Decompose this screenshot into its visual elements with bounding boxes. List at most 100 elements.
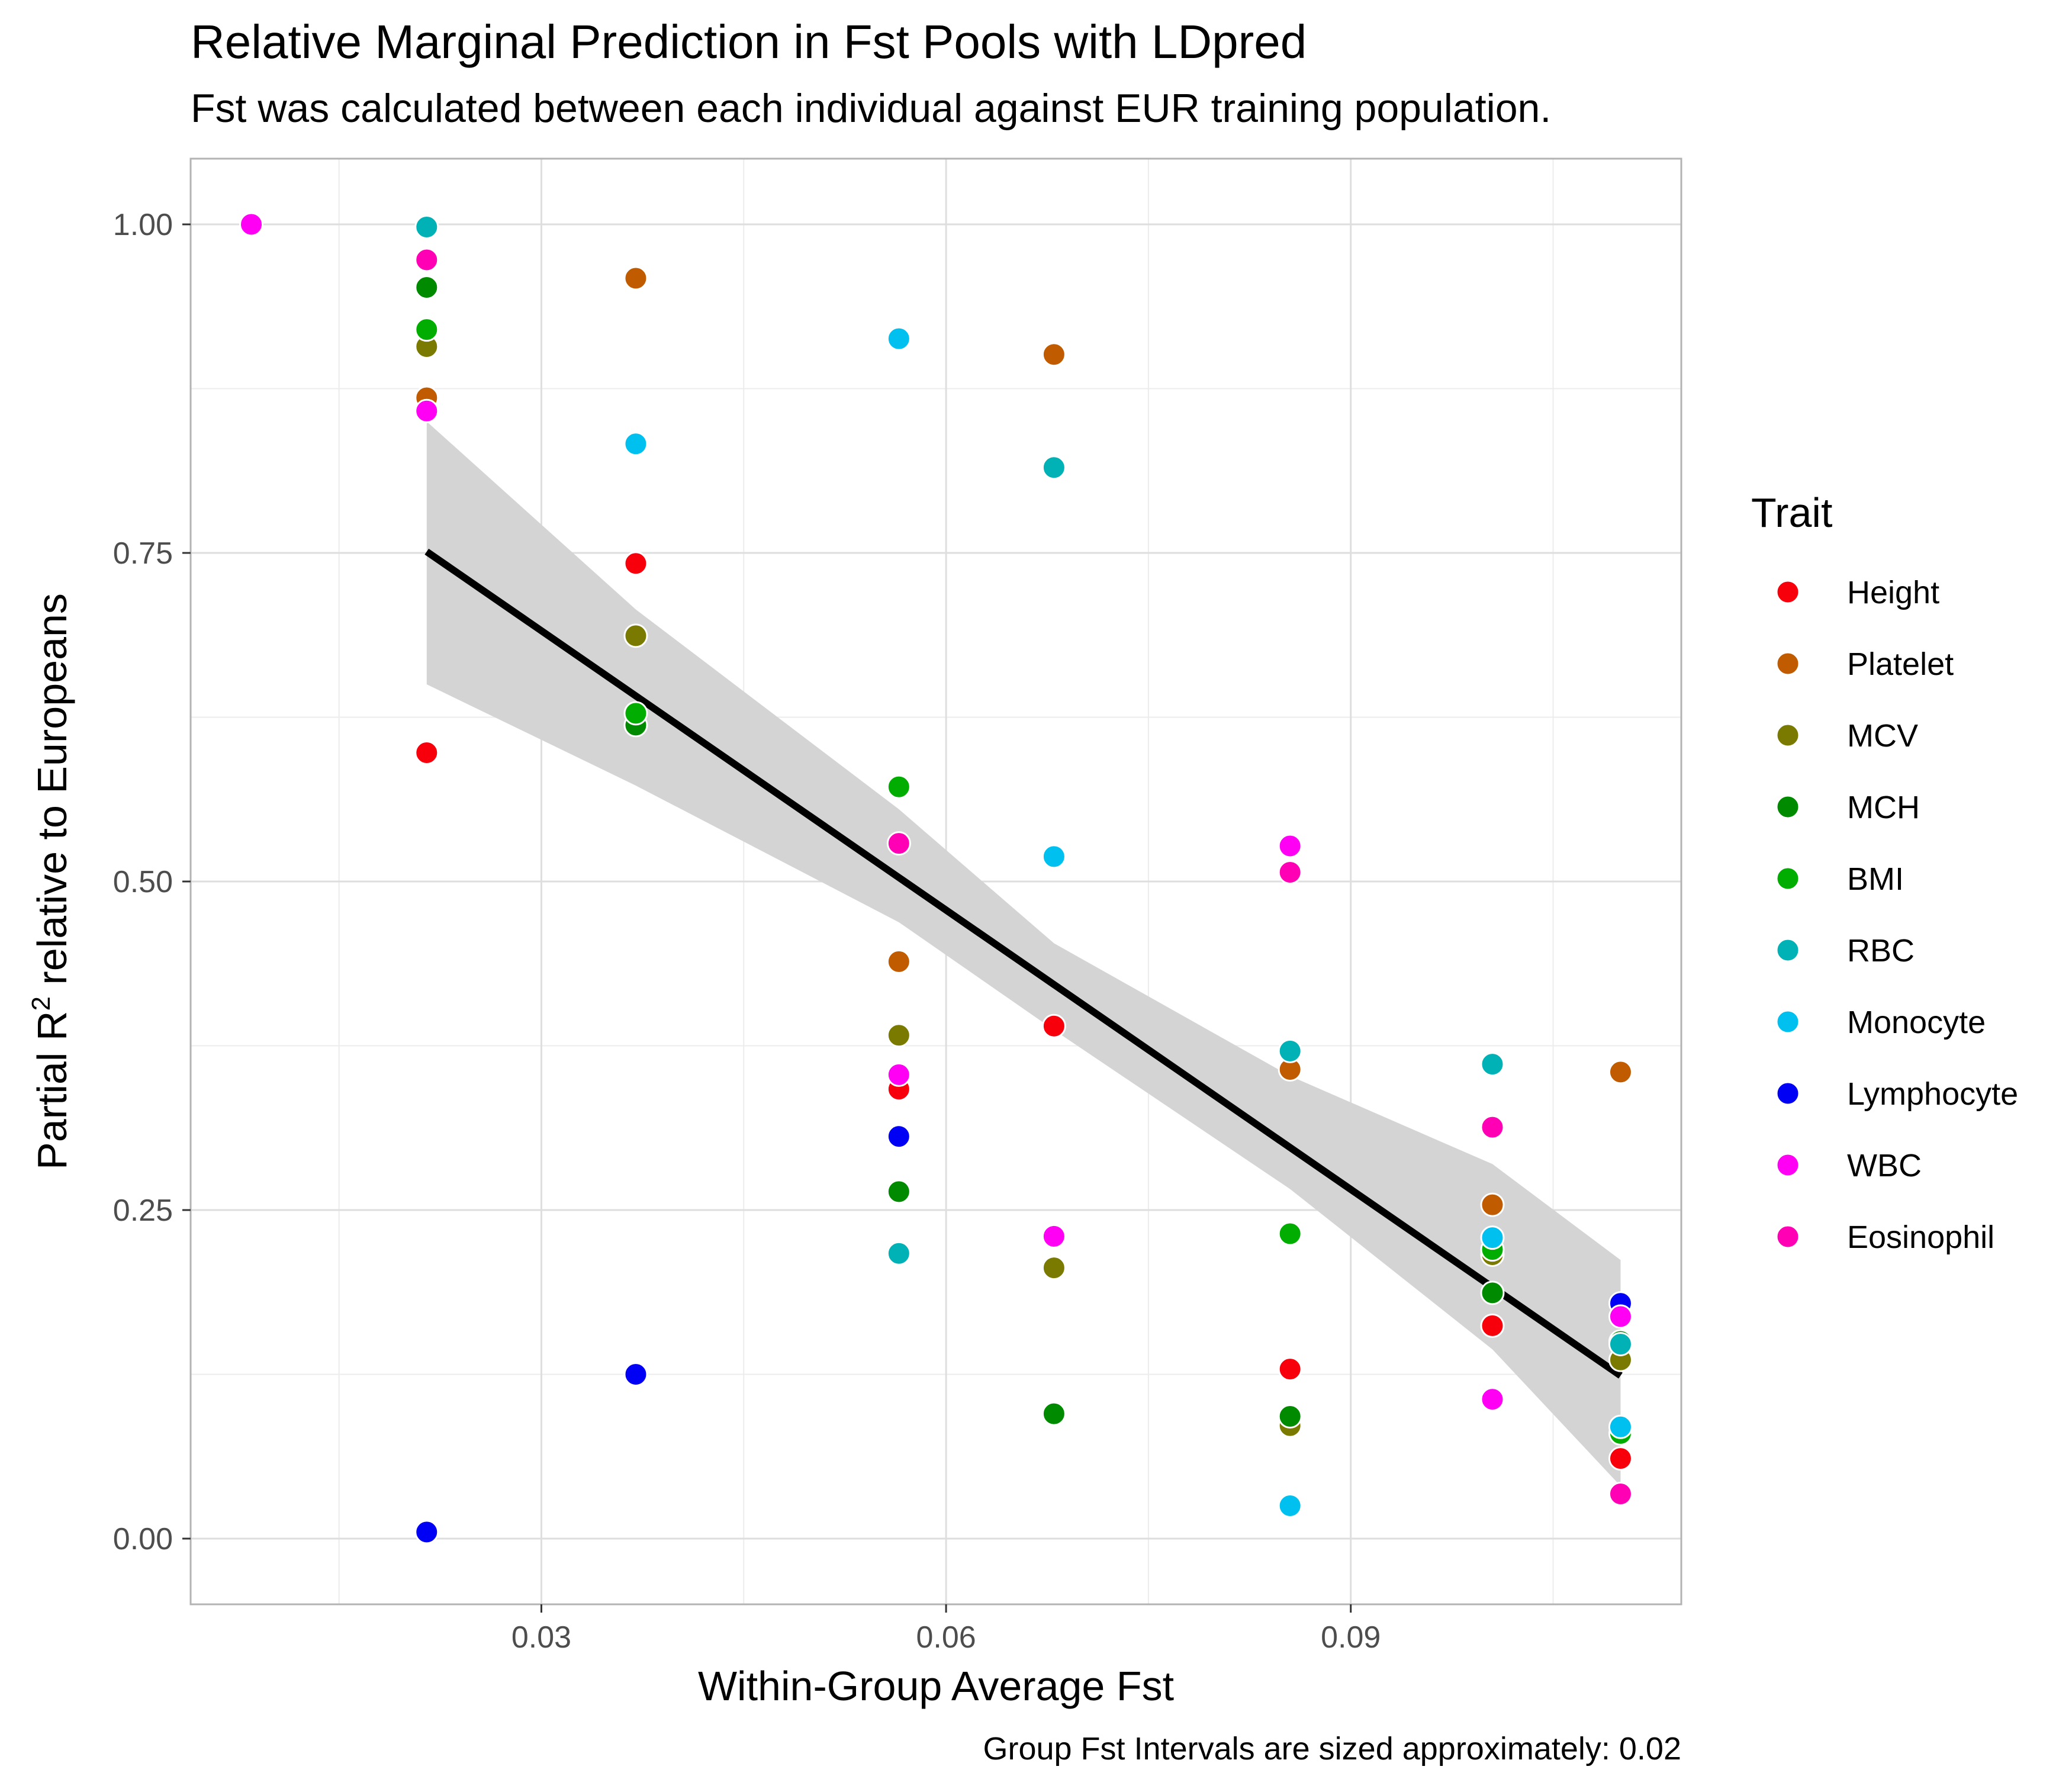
y-tick-label: 0.75 <box>113 536 173 571</box>
legend-item-eosinophil: Eosinophil <box>1775 1220 1994 1255</box>
legend-key <box>1775 938 1800 963</box>
legend-key <box>1775 651 1800 676</box>
series-monocyte <box>623 326 1633 1518</box>
data-point <box>1480 1280 1505 1305</box>
data-point <box>623 551 648 576</box>
data-point <box>623 623 648 648</box>
y-axis-title-suffix: relative to Europeans <box>29 593 75 996</box>
x-tick-label: 0.06 <box>916 1620 976 1655</box>
data-point <box>414 398 439 423</box>
legend-item-platelet: Platelet <box>1775 646 1954 682</box>
data-point <box>1480 1387 1505 1412</box>
data-point <box>1278 1494 1302 1518</box>
data-point <box>1480 1313 1505 1338</box>
y-axis-ticks: 0.00 0.25 0.50 0.75 1.00 <box>113 208 191 1556</box>
data-point <box>886 1241 911 1266</box>
y-tick-label: 0.25 <box>113 1193 173 1228</box>
legend-label: RBC <box>1847 933 1915 969</box>
legend-title: Trait <box>1751 490 1832 536</box>
legend-label: Monocyte <box>1847 1005 1986 1040</box>
data-point <box>1041 455 1066 480</box>
confidence-band-area <box>426 422 1621 1487</box>
data-point <box>1608 1304 1633 1329</box>
data-point <box>414 214 439 239</box>
trend-line <box>424 548 1623 1379</box>
data-point <box>1278 1404 1302 1429</box>
legend-item-lymphocyte: Lymphocyte <box>1775 1076 2018 1112</box>
y-axis-title-prefix: Partial R <box>29 1011 75 1170</box>
legend-item-mch: MCH <box>1775 790 1920 825</box>
data-point <box>414 317 439 342</box>
y-axis-title-sup: 2 <box>27 996 56 1011</box>
data-point <box>1278 1038 1302 1063</box>
x-axis-title: Within-Group Average Fst <box>698 1663 1174 1709</box>
data-point <box>886 1062 911 1087</box>
data-point <box>1278 1221 1302 1246</box>
confidence-band <box>426 422 1621 1487</box>
data-point <box>414 247 439 272</box>
data-point <box>886 1179 911 1204</box>
legend-key <box>1775 794 1800 819</box>
data-point <box>886 326 911 351</box>
data-points <box>239 212 1633 1545</box>
legend-label: WBC <box>1847 1148 1922 1183</box>
legend-label: Height <box>1847 575 1939 610</box>
data-point <box>886 1023 911 1048</box>
data-point <box>414 1520 439 1545</box>
legend-key <box>1775 723 1800 748</box>
data-point <box>239 212 264 237</box>
legend-item-height: Height <box>1775 575 1939 610</box>
data-point <box>1278 834 1302 858</box>
legend-label: BMI <box>1847 861 1904 897</box>
data-point <box>1608 1060 1633 1085</box>
data-point <box>1480 1052 1505 1077</box>
x-tick-label: 0.09 <box>1321 1620 1381 1655</box>
series-wbc <box>239 212 1633 1412</box>
data-point <box>1480 1115 1505 1140</box>
chart-caption: Group Fst Intervals are sized approximat… <box>983 1731 1681 1767</box>
legend-label: MCH <box>1847 790 1920 825</box>
legend-item-bmi: BMI <box>1775 861 1904 897</box>
data-point <box>1480 1192 1505 1217</box>
legend-label: Platelet <box>1847 646 1954 682</box>
data-point <box>1608 1331 1633 1356</box>
data-point <box>886 949 911 974</box>
data-point <box>886 1124 911 1149</box>
series-eosinophil <box>414 247 1633 1507</box>
data-point <box>414 275 439 300</box>
legend-label: Lymphocyte <box>1847 1076 2018 1112</box>
data-point <box>623 1362 648 1386</box>
x-axis-ticks: 0.03 0.06 0.09 <box>511 1604 1381 1655</box>
legend: Height Platelet MCV MCH BMI RBC Monocyte Lympho… <box>1775 575 2018 1255</box>
chart-subtitle: Fst was calculated between each individu… <box>191 86 1551 131</box>
y-tick-label: 0.00 <box>113 1522 173 1556</box>
data-point <box>414 740 439 765</box>
data-point <box>1041 1256 1066 1280</box>
data-point <box>623 701 648 726</box>
data-point <box>886 831 911 856</box>
data-point <box>1041 1401 1066 1426</box>
legend-item-monocyte: Monocyte <box>1775 1005 1986 1040</box>
x-tick-label: 0.03 <box>511 1620 571 1655</box>
legend-key <box>1775 1009 1800 1034</box>
data-point <box>1608 1414 1633 1439</box>
series-rbc <box>414 214 1633 1356</box>
legend-key <box>1775 1153 1800 1177</box>
y-tick-label: 0.50 <box>113 865 173 899</box>
data-point <box>1608 1446 1633 1471</box>
legend-item-rbc: RBC <box>1775 933 1915 969</box>
data-point <box>1041 342 1066 367</box>
series-platelet <box>414 266 1633 1217</box>
legend-item-wbc: WBC <box>1775 1148 1922 1183</box>
legend-key <box>1775 866 1800 891</box>
legend-key <box>1775 580 1800 604</box>
data-point <box>623 432 648 456</box>
data-point <box>1041 1224 1066 1249</box>
legend-label: Eosinophil <box>1847 1220 1994 1255</box>
data-point <box>886 774 911 799</box>
legend-key <box>1775 1224 1800 1249</box>
data-point <box>1278 1357 1302 1382</box>
y-tick-label: 1.00 <box>113 208 173 242</box>
trend-line-segment <box>424 548 1623 1379</box>
